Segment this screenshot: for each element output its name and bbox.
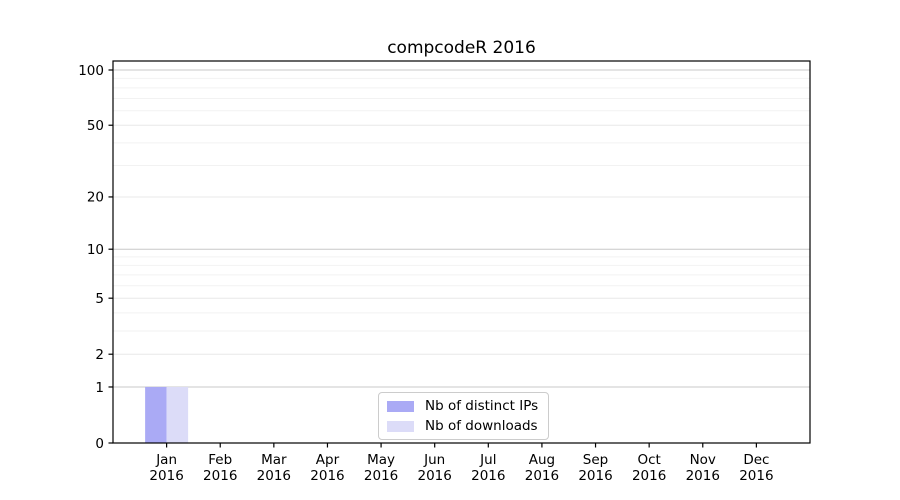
y-tick-label: 20 [87,190,104,206]
x-tick-label: May 2016 [364,452,398,484]
legend: Nb of distinct IPs Nb of downloads [378,392,550,440]
chart-title: compcodeR 2016 [387,38,536,58]
x-tick-label: Sep 2016 [578,452,612,484]
y-tick-label: 1 [95,380,104,396]
plot-frame [112,60,811,444]
labels-layer: 0 1 2 5 10 20 50 100 Jan 2016 Feb 2016 Mar 2016 Apr 201… [78,63,773,484]
legend-label-downloads: Nb of downloads [425,418,538,434]
y-tick-label: 50 [87,118,104,134]
x-tick-label: Nov 2016 [686,452,720,484]
y-tick-label: 100 [78,63,104,79]
x-tick-label: Jan 2016 [149,452,183,484]
legend-item-distinct-ips: Nb of distinct IPs [387,398,538,414]
bars-layer [145,386,189,443]
legend-swatch-downloads [387,420,414,432]
x-tick-label: Dec 2016 [739,452,773,484]
x-tick-label: Mar 2016 [257,452,291,484]
x-tick-label: Feb 2016 [203,452,237,484]
legend-item-downloads: Nb of downloads [387,418,538,434]
legend-label-distinct-ips: Nb of distinct IPs [425,398,539,414]
y-tick-label: 0 [95,436,104,452]
bar [145,386,167,443]
y-tick-label: 5 [95,291,104,307]
bar [166,386,189,443]
y-tick-label: 10 [87,242,104,258]
grid-layer [113,69,810,388]
axes-layer [108,60,811,448]
x-tick-label: Apr 2016 [310,452,344,484]
x-tick-label: Jun 2016 [418,452,452,484]
x-tick-label: Oct 2016 [632,452,666,484]
x-tick-label: Aug 2016 [525,452,559,484]
x-tick-label: Jul 2016 [471,452,505,484]
legend-swatch-distinct-ips [387,400,414,412]
y-tick-label: 2 [95,347,104,363]
